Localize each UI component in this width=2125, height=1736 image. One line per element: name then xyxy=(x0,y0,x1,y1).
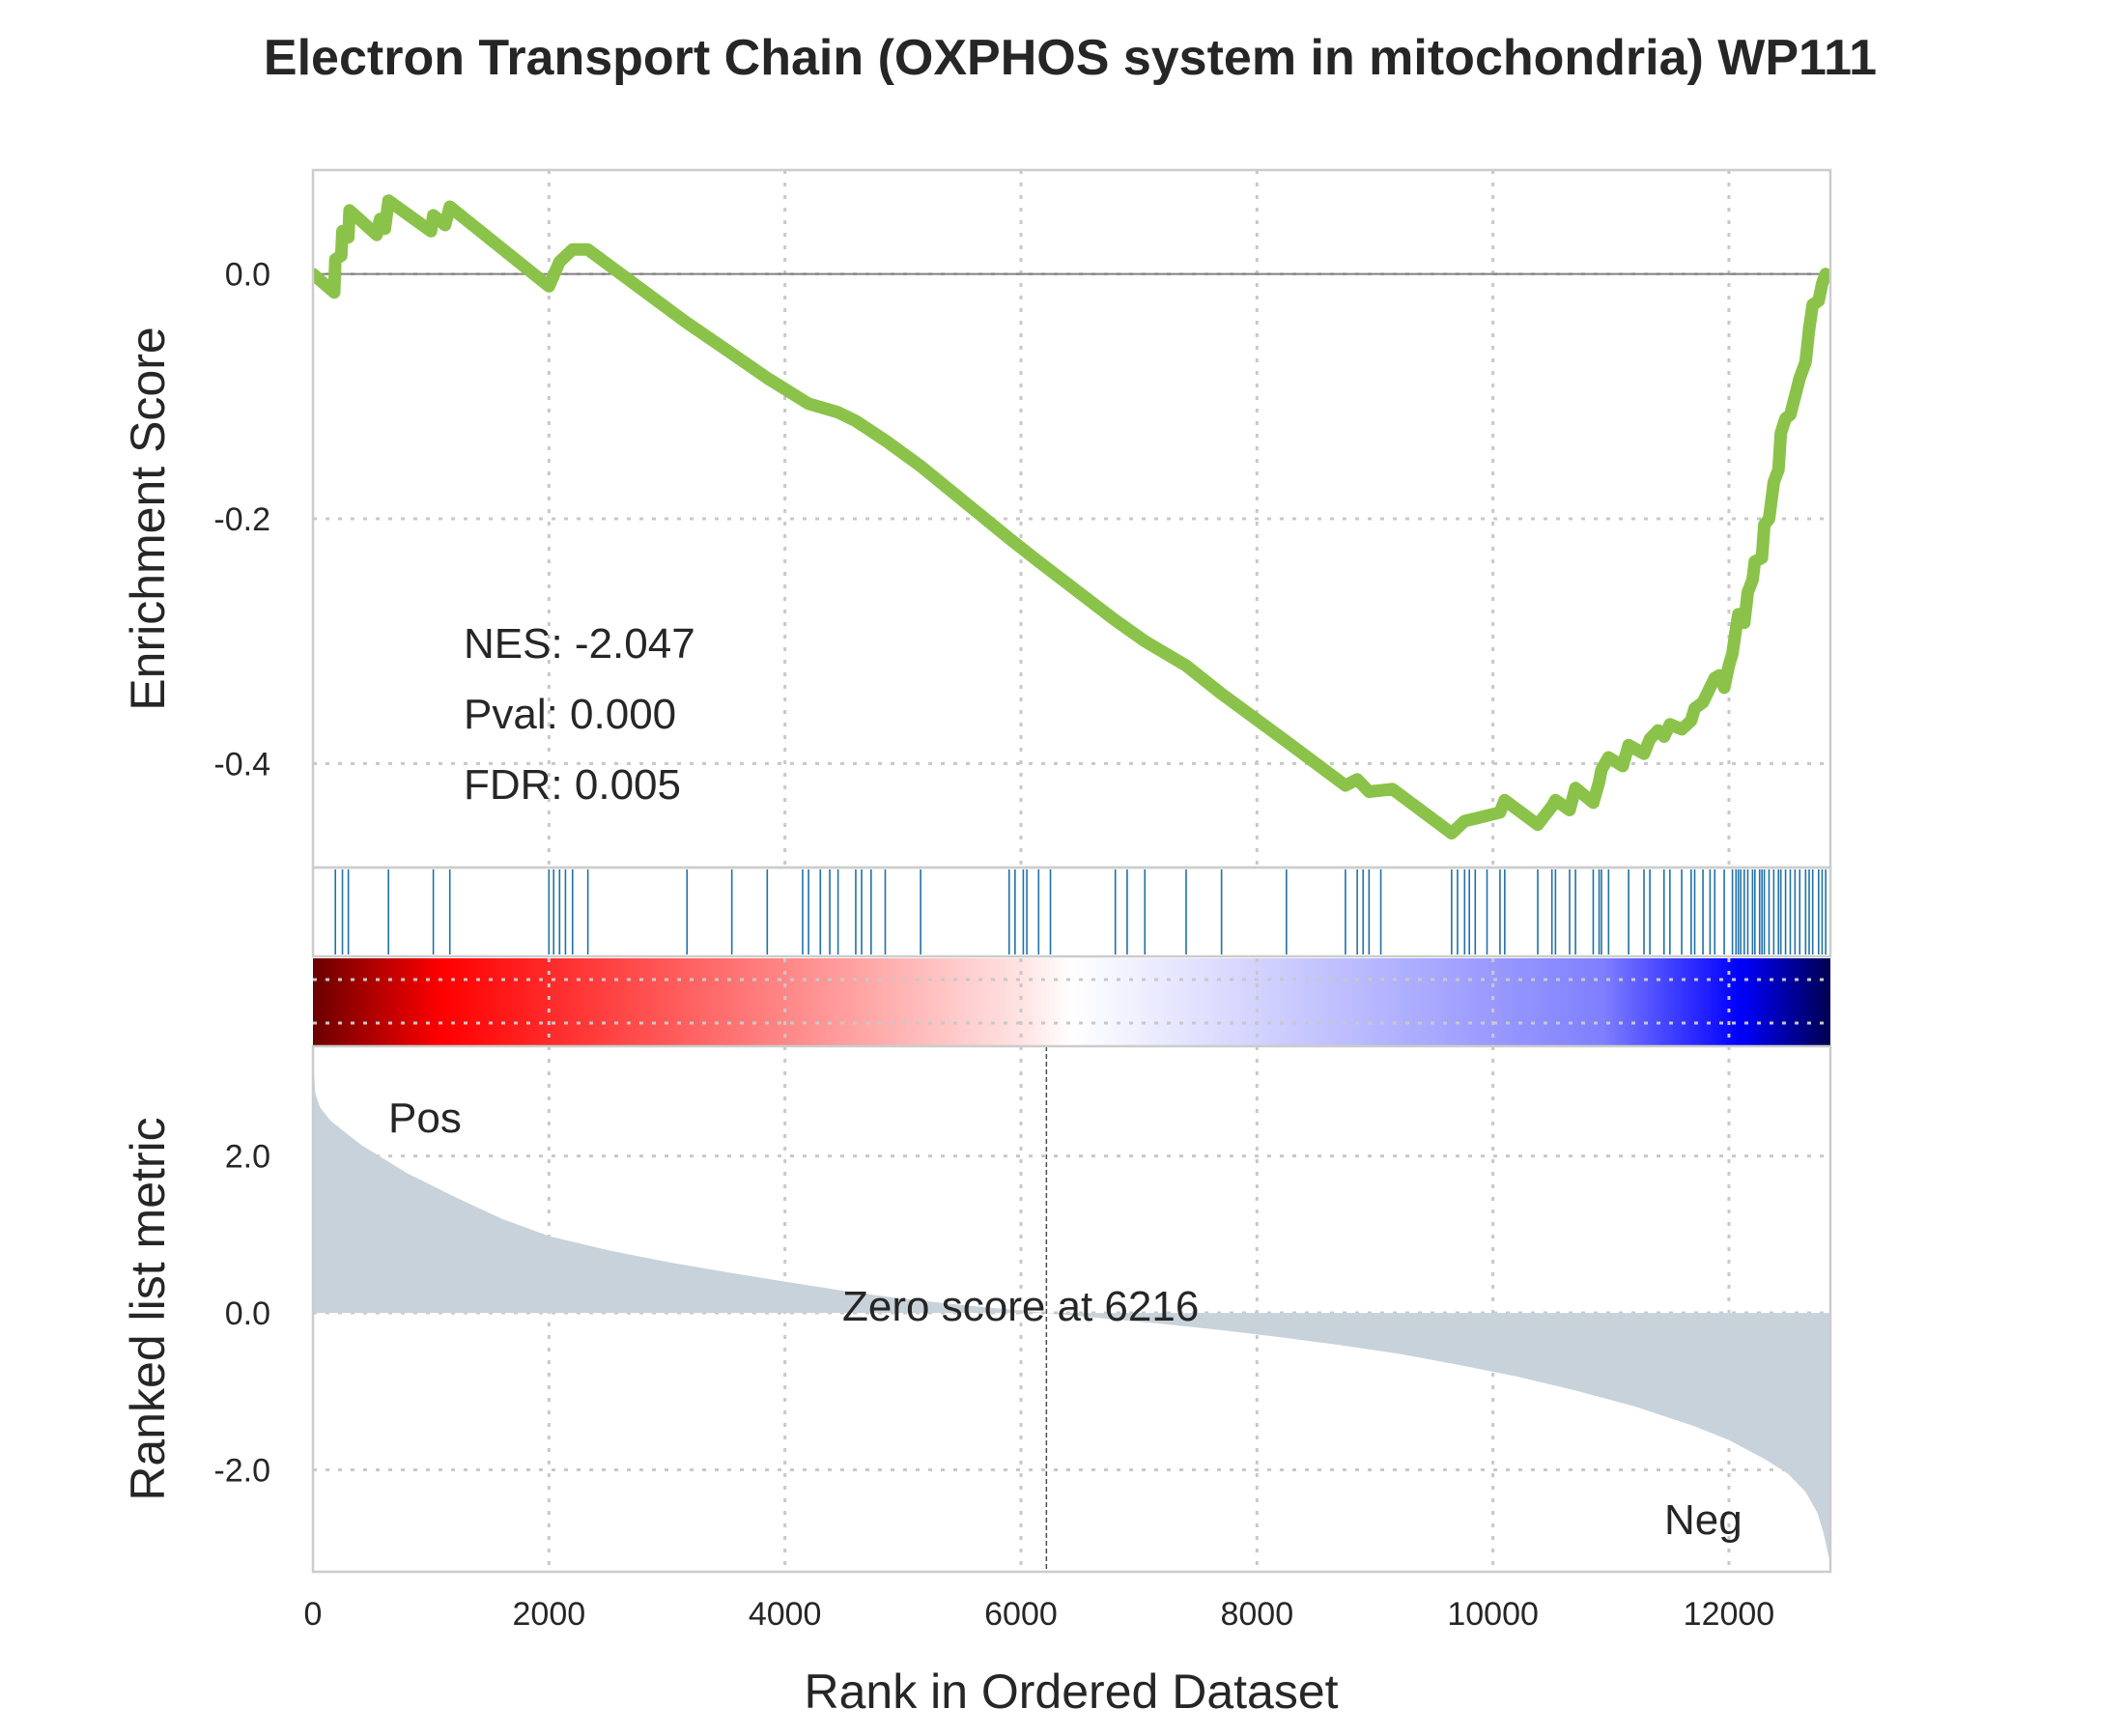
x-tick-label: 12000 xyxy=(1684,1596,1775,1633)
ranked-metric-y-label: Ranked list metric xyxy=(121,1117,175,1500)
ranked-metric-panel: 2.0 0.0 -2.0 0 2000 4000 6000 8000 10000 12000 P… xyxy=(121,1044,1832,1719)
pos-label: Pos xyxy=(388,1095,462,1142)
hits-frame xyxy=(311,866,1832,958)
rank-y-tick-label: 2.0 xyxy=(225,1139,270,1176)
ranked-metric-frame xyxy=(311,1044,1832,1574)
x-tick-label: 2000 xyxy=(513,1596,586,1633)
nes-stat: NES: -2.047 xyxy=(464,620,695,668)
rank-colorbar xyxy=(313,958,1830,1046)
es-y-tick-label: 0.0 xyxy=(225,257,270,294)
chart-title: Electron Transport Chain (OXPHOS system … xyxy=(264,30,1877,86)
fdr-stat: FDR: 0.005 xyxy=(464,761,681,809)
es-y-label: Enrichment Score xyxy=(121,327,175,710)
es-y-tick-label: -0.2 xyxy=(213,501,270,538)
x-tick-label: 6000 xyxy=(984,1596,1058,1633)
es-y-tick-label: -0.4 xyxy=(213,746,270,783)
pval-stat: Pval: 0.000 xyxy=(464,691,676,738)
rank-y-tick-label: -2.0 xyxy=(213,1452,270,1489)
neg-label: Neg xyxy=(1664,1496,1742,1544)
es-curve xyxy=(313,194,1830,840)
x-tick-label: 0 xyxy=(304,1596,323,1633)
zero-score-label: Zero score at 6216 xyxy=(842,1283,1199,1330)
x-axis-label: Rank in Ordered Dataset xyxy=(804,1665,1338,1719)
hits-panel xyxy=(311,866,1832,958)
x-tick-label: 4000 xyxy=(749,1596,822,1633)
x-tick-label: 10000 xyxy=(1447,1596,1539,1633)
enrichment-panel: 0.0 -0.2 -0.4 Enrichment Score NES: -2.047… xyxy=(121,168,1832,869)
rank-y-tick-label: 0.0 xyxy=(225,1295,270,1332)
x-tick-label: 8000 xyxy=(1220,1596,1293,1633)
ranked-metric-area xyxy=(313,1054,1830,1564)
colorbar-panel xyxy=(313,958,1830,1046)
